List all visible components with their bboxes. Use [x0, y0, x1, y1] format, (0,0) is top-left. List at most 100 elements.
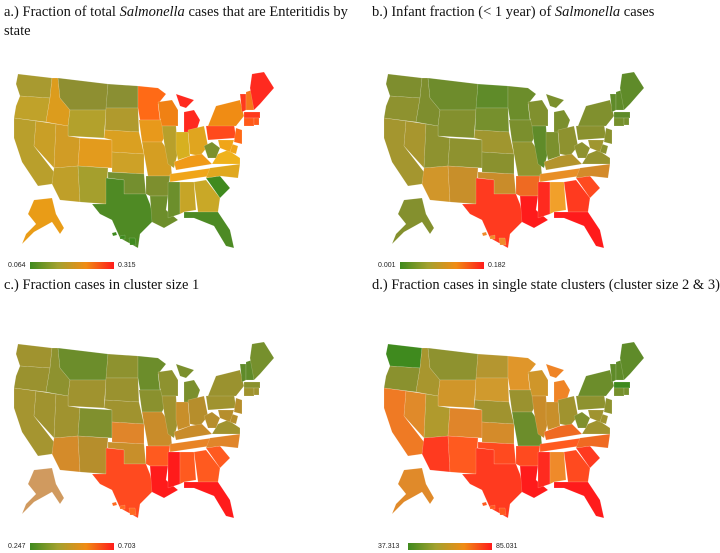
state-in	[175, 401, 191, 431]
state-ms	[167, 181, 181, 219]
state-nc	[575, 163, 611, 179]
state-wv	[573, 141, 591, 159]
state-md	[587, 139, 605, 153]
state-wi	[157, 99, 179, 127]
state-nd	[105, 353, 139, 379]
state-il	[161, 125, 179, 169]
state-va	[581, 149, 611, 165]
state-ar	[145, 175, 171, 197]
state-sd	[104, 107, 140, 133]
panel-a-title-italic: Salmonella	[119, 4, 185, 20]
state-tx	[91, 447, 155, 519]
state-il	[161, 395, 179, 439]
state-wy	[437, 379, 477, 409]
state-ri	[623, 387, 630, 396]
state-or	[383, 365, 421, 393]
state-or	[13, 95, 51, 123]
state-nc	[205, 163, 241, 179]
state-me	[249, 341, 275, 381]
state-or	[13, 365, 51, 393]
state-co	[77, 407, 113, 439]
panel-d-map	[383, 341, 645, 519]
state-sd	[104, 377, 140, 403]
state-mn	[507, 355, 537, 391]
state-ma	[613, 381, 631, 389]
state-nm	[447, 165, 479, 205]
state-nj	[233, 127, 243, 145]
panel-c-map	[13, 341, 275, 519]
state-mn	[137, 355, 167, 391]
state-pa	[575, 123, 607, 141]
panel-a-title-text-1: Fraction of total	[18, 4, 120, 20]
state-nj	[233, 397, 243, 415]
state-pa	[205, 123, 237, 141]
state-tx	[461, 177, 525, 249]
state-ga	[193, 179, 221, 213]
panel-a-legend-bar	[30, 262, 114, 269]
panel-d-legend-bar	[408, 543, 492, 550]
panel-d-label: d.)	[372, 277, 388, 293]
state-wv	[203, 141, 221, 159]
state-oh	[557, 125, 579, 157]
panel-a-title-text-2: cases that are Enteritidis by state	[4, 4, 348, 39]
state-wi	[527, 99, 549, 127]
state-wy	[437, 109, 477, 139]
state-hi	[481, 231, 507, 246]
state-va	[211, 149, 241, 165]
state-ak	[391, 197, 435, 245]
state-ks	[111, 421, 145, 445]
state-me	[249, 71, 275, 111]
state-ks	[481, 421, 515, 445]
state-ak	[21, 467, 65, 515]
state-al	[179, 181, 197, 215]
state-wa	[385, 343, 423, 369]
state-az	[51, 435, 81, 473]
state-ar	[515, 175, 541, 197]
state-fl	[553, 211, 605, 249]
panel-d-title-text: Fraction cases in single state clusters …	[387, 277, 720, 293]
state-ny	[577, 99, 615, 127]
state-ny	[577, 369, 615, 397]
state-nd	[475, 83, 509, 109]
state-mi	[175, 93, 201, 135]
panel-a-legend-max: 0.315	[118, 262, 136, 269]
panel-b-title: b.) Infant fraction (< 1 year) of Salmon…	[372, 3, 712, 22]
state-ms	[537, 181, 551, 219]
state-ny	[207, 369, 245, 397]
state-wa	[15, 343, 53, 369]
state-ms	[537, 451, 551, 489]
state-co	[447, 137, 483, 169]
state-sd	[474, 377, 510, 403]
state-co	[77, 137, 113, 169]
state-mi	[545, 363, 571, 405]
state-va	[211, 419, 241, 435]
panel-b-legend-bar	[400, 262, 484, 269]
state-nj	[603, 397, 613, 415]
state-ct	[613, 117, 625, 127]
state-wv	[573, 411, 591, 429]
state-in	[175, 131, 191, 161]
state-hi	[111, 231, 137, 246]
panel-b-legend-max: 0.182	[488, 262, 506, 269]
state-mn	[507, 85, 537, 121]
state-va	[581, 419, 611, 435]
panel-a-map	[13, 71, 275, 249]
state-wy	[67, 379, 107, 409]
state-ma	[243, 381, 261, 389]
state-al	[179, 451, 197, 485]
state-nd	[105, 83, 139, 109]
state-me	[619, 341, 645, 381]
panel-b-title-text-2: cases	[620, 4, 655, 20]
state-in	[545, 401, 561, 431]
state-ar	[515, 445, 541, 467]
state-ny	[207, 99, 245, 127]
panel-b-title-italic: Salmonella	[554, 4, 621, 20]
state-fl	[183, 481, 235, 519]
state-ri	[623, 117, 630, 126]
state-az	[421, 165, 451, 203]
state-sd	[474, 107, 510, 133]
panel-c-legend-min: 0.247	[8, 543, 26, 550]
state-nd	[475, 353, 509, 379]
state-mn	[137, 85, 167, 121]
state-ks	[481, 151, 515, 175]
